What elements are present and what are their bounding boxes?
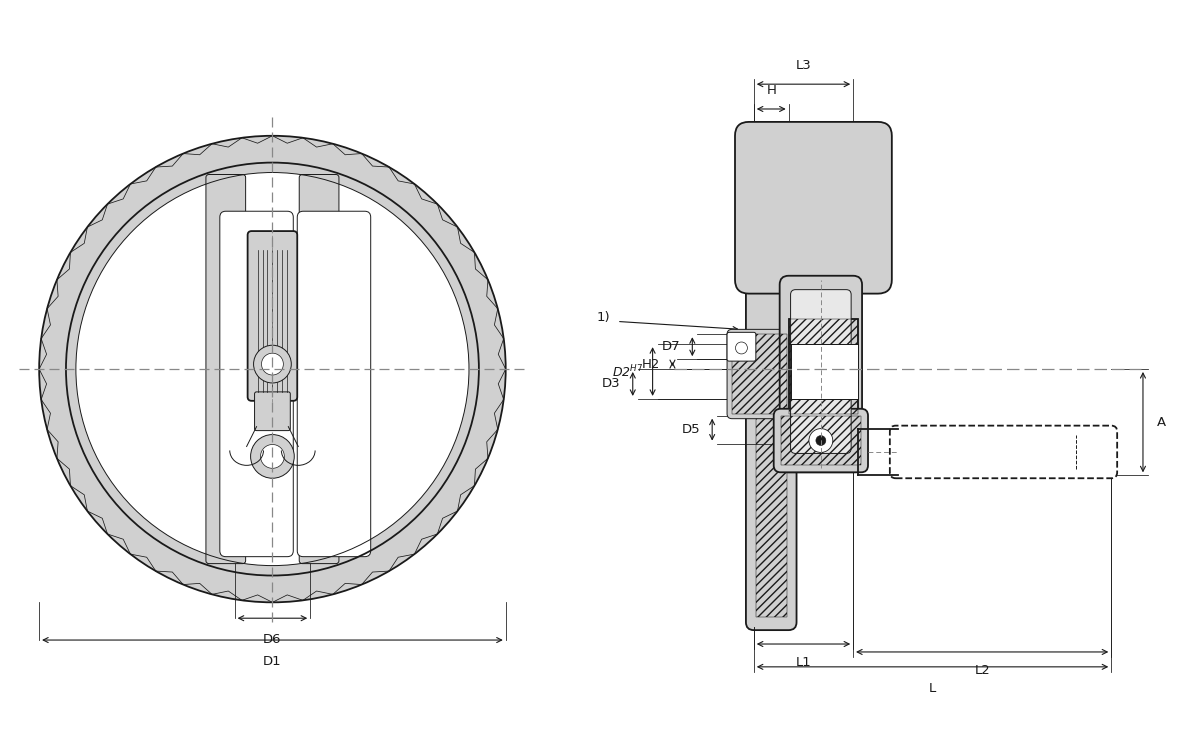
Circle shape xyxy=(816,436,826,446)
Bar xyxy=(791,345,858,399)
FancyBboxPatch shape xyxy=(774,409,868,472)
Text: L1: L1 xyxy=(796,656,811,669)
Circle shape xyxy=(76,173,469,566)
Bar xyxy=(788,320,858,414)
Text: L2: L2 xyxy=(974,664,990,677)
FancyBboxPatch shape xyxy=(791,290,851,453)
FancyBboxPatch shape xyxy=(780,276,862,472)
Bar xyxy=(781,415,862,465)
FancyBboxPatch shape xyxy=(298,211,371,556)
Text: 1): 1) xyxy=(596,311,610,324)
Circle shape xyxy=(251,434,294,478)
FancyBboxPatch shape xyxy=(247,231,298,401)
FancyBboxPatch shape xyxy=(206,174,246,563)
Circle shape xyxy=(260,445,284,468)
Circle shape xyxy=(809,428,833,452)
FancyBboxPatch shape xyxy=(746,128,797,630)
FancyBboxPatch shape xyxy=(727,329,792,418)
Text: A: A xyxy=(1157,415,1166,429)
Text: D7: D7 xyxy=(661,340,680,353)
Text: D6: D6 xyxy=(263,633,282,646)
FancyBboxPatch shape xyxy=(299,174,338,563)
Bar xyxy=(732,334,787,414)
Circle shape xyxy=(40,136,505,602)
Text: H2: H2 xyxy=(642,357,660,371)
Circle shape xyxy=(736,342,748,354)
Text: D5: D5 xyxy=(682,423,701,436)
Text: D1: D1 xyxy=(263,655,282,668)
Bar xyxy=(756,414,787,618)
Text: D3: D3 xyxy=(602,378,620,391)
FancyBboxPatch shape xyxy=(727,333,756,361)
Text: L3: L3 xyxy=(796,60,811,72)
Text: H: H xyxy=(767,84,776,97)
Circle shape xyxy=(253,345,292,383)
Bar xyxy=(788,320,858,414)
Circle shape xyxy=(262,353,283,375)
FancyBboxPatch shape xyxy=(254,392,290,431)
Text: D2$^{H7}$: D2$^{H7}$ xyxy=(612,363,643,380)
FancyBboxPatch shape xyxy=(890,426,1117,478)
Text: L: L xyxy=(929,682,936,694)
FancyBboxPatch shape xyxy=(734,122,892,293)
FancyBboxPatch shape xyxy=(220,211,293,556)
